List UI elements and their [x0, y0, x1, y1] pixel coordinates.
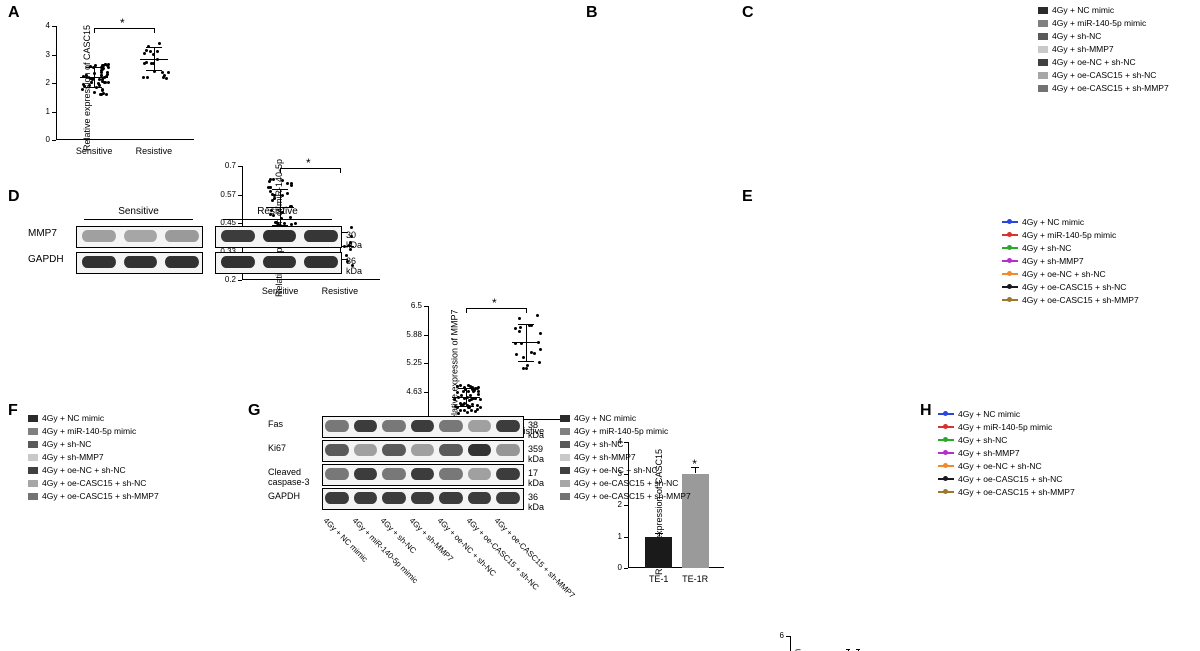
panel-g-label: G	[248, 402, 260, 420]
panel-e-label: E	[742, 188, 753, 206]
panel-c-bar: Relative expression01.534.56CASC15miR-14…	[762, 632, 1032, 651]
panel-a-scatter-casc15: Relative expression of CASC1501234Sensit…	[28, 18, 198, 158]
panel-h-label: H	[920, 402, 932, 420]
panel-c-legend: 4Gy + NC mimic4Gy + miR-140-5p mimic4Gy …	[1038, 4, 1169, 95]
panel-e-legend: 4Gy + NC mimic4Gy + miR-140-5p mimic4Gy …	[1002, 216, 1139, 307]
panel-f-legend: 4Gy + NC mimic4Gy + miR-140-5p mimic4Gy …	[28, 412, 159, 503]
panel-d-label: D	[8, 188, 20, 206]
panel-a-label: A	[8, 4, 20, 22]
panel-f-label: F	[8, 402, 18, 420]
panel-b-label: B	[586, 4, 598, 22]
panel-g-legend: 4Gy + NC mimic4Gy + miR-140-5p mimic4Gy …	[560, 412, 691, 503]
panel-h-legend: 4Gy + NC mimic4Gy + miR-140-5p mimic4Gy …	[938, 408, 1075, 499]
panel-c-label: C	[742, 4, 754, 22]
